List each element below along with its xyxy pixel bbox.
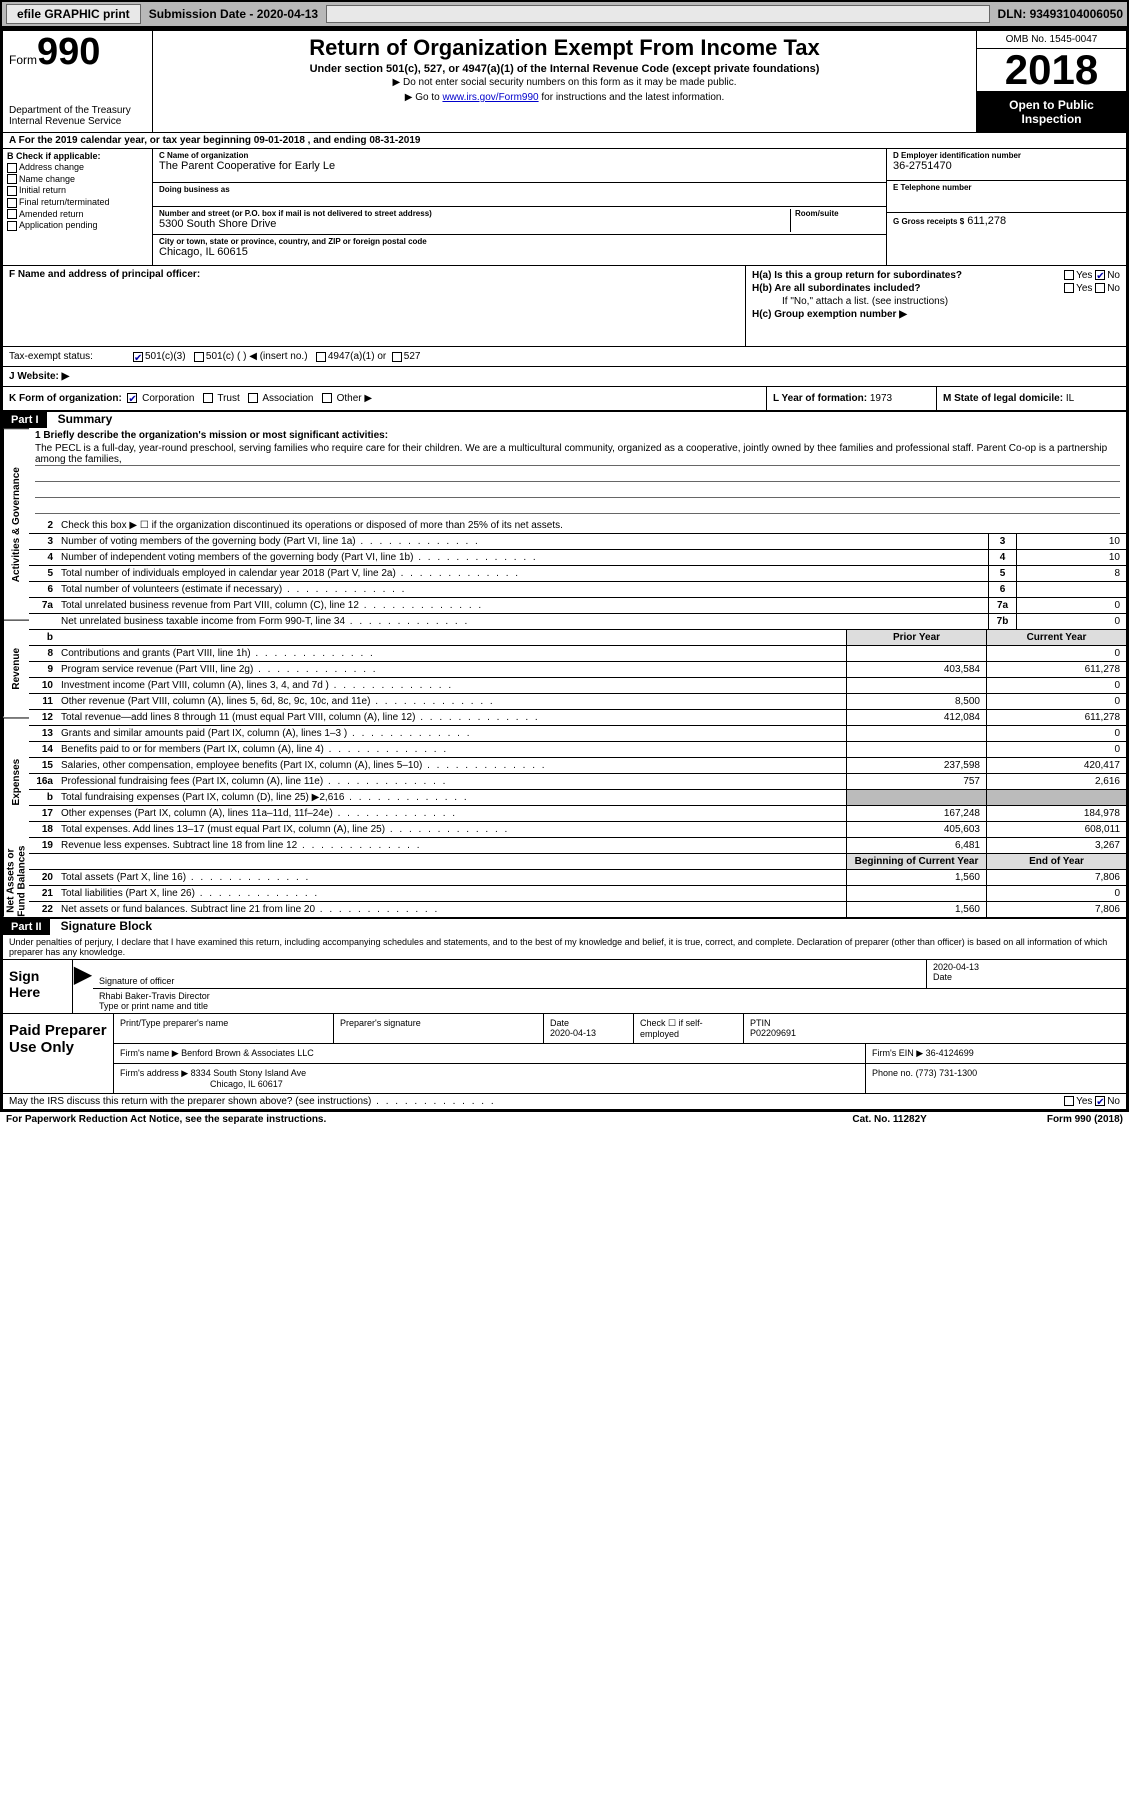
self-employed: Check ☐ if self-employed [634,1014,744,1043]
form-header: Form990 Department of the Treasury Inter… [3,31,1126,132]
chk-hb-yes[interactable] [1064,283,1074,293]
tab-revenue: Revenue [3,620,29,717]
chk-app-pending[interactable] [7,221,17,231]
chk-name-change[interactable] [7,174,17,184]
ein-block: D Employer identification number 36-2751… [887,149,1126,181]
chk-other[interactable] [322,393,332,403]
form-subtitle: Under section 501(c), 527, or 4947(a)(1)… [161,63,968,75]
dept-treasury: Department of the Treasury Internal Reve… [9,69,146,127]
section-bcde: B Check if applicable: Address change Na… [3,148,1126,265]
col-b-label: B Check if applicable: [7,151,148,161]
org-name-block: C Name of organization The Parent Cooper… [153,149,886,183]
city-state-zip: Chicago, IL 60615 [159,246,880,258]
irs-link[interactable]: www.irs.gov/Form990 [442,92,538,103]
fgh-row: F Name and address of principal officer:… [3,265,1126,346]
paid-preparer-label: Paid Preparer Use Only [3,1014,113,1093]
sig-date-value: 2020-04-13 [933,962,1120,972]
perjury-declaration: Under penalties of perjury, I declare th… [3,935,1126,959]
prep-name: Print/Type preparer's name [114,1014,334,1043]
chk-discuss-no[interactable] [1095,1096,1105,1106]
website-row: J Website: ▶ [3,366,1126,386]
firm-phone: Phone no. (773) 731-1300 [866,1064,1126,1093]
chk-assoc[interactable] [248,393,258,403]
form-number: 990 [37,31,100,73]
instructions-link: ▶ Go to www.irs.gov/Form990 for instruct… [161,92,968,103]
mission-block: 1 Briefly describe the organization's mi… [29,428,1126,518]
officer-signature: Signature of officer [93,960,926,988]
chk-ha-yes[interactable] [1064,270,1074,280]
firm-address: Firm's address ▶ 8334 South Stony Island… [114,1064,866,1093]
col-b-checkboxes: B Check if applicable: Address change Na… [3,149,153,265]
chk-ha-no[interactable] [1095,270,1105,280]
firm-ein: Firm's EIN ▶ 36-4124699 [866,1044,1126,1063]
chk-501c3[interactable] [133,352,143,362]
tax-exempt-status: Tax-exempt status: 501(c)(3) 501(c) ( ) … [3,346,1126,366]
prep-signature: Preparer's signature [334,1014,544,1043]
tab-expenses: Expenses [3,717,29,845]
ptin: PTINP02209691 [744,1014,1126,1043]
form-id-block: Form990 Department of the Treasury Inter… [3,31,153,132]
tab-governance: Activities & Governance [3,428,29,620]
principal-officer: F Name and address of principal officer: [3,266,746,346]
chk-527[interactable] [392,352,402,362]
summary-body: Activities & Governance Revenue Expenses… [3,428,1126,917]
form-title: Return of Organization Exempt From Incom… [161,35,968,61]
form-footer: Form 990 (2018) [1047,1114,1123,1125]
street-block: Number and street (or P.O. box if mail i… [153,207,886,235]
chk-address-change[interactable] [7,163,17,173]
org-name: The Parent Cooperative for Early Le [159,160,880,172]
chk-amended[interactable] [7,209,17,219]
sign-here-label: Sign Here [3,960,73,1013]
efile-print-button[interactable]: efile GRAPHIC print [6,4,141,24]
officer-name: Rhabi Baker-Travis Director [99,991,1120,1001]
chk-initial-return[interactable] [7,186,17,196]
mission-text: The PECL is a full-day, year-round presc… [35,443,1120,466]
page-footer: For Paperwork Reduction Act Notice, see … [0,1112,1129,1127]
gross-receipts-block: G Gross receipts $ 611,278 [887,213,1126,245]
chk-discuss-yes[interactable] [1064,1096,1074,1106]
topbar: efile GRAPHIC print Submission Date - 20… [0,0,1129,28]
col-cde: C Name of organization The Parent Cooper… [153,149,1126,265]
form-container: Form990 Department of the Treasury Inter… [0,28,1129,1112]
dba-block: Doing business as [153,183,886,207]
tab-net-assets: Net Assets or Fund Balances [3,845,29,917]
header-center: Return of Organization Exempt From Incom… [153,31,976,132]
prep-date: Date2020-04-13 [544,1014,634,1043]
state-domicile: IL [1066,393,1074,404]
cat-no: Cat. No. 11282Y [852,1114,926,1125]
chk-final-return[interactable] [7,198,17,208]
h-group-return: H(a) Is this a group return for subordin… [746,266,1126,346]
chk-trust[interactable] [203,393,213,403]
city-block: City or town, state or province, country… [153,235,886,265]
sign-here-row: Sign Here ▶ Signature of officer 2020-04… [3,959,1126,1013]
form-word: Form [9,53,37,67]
tax-year: 2018 [977,49,1126,92]
part2-header: Part II Signature Block [3,917,1126,935]
gross-receipts: 611,278 [967,215,1006,227]
k-row: K Form of organization: Corporation Trus… [3,386,1126,410]
year-formation: 1973 [870,393,892,404]
phone-block: E Telephone number [887,181,1126,213]
row-a-tax-year: A For the 2019 calendar year, or tax yea… [3,132,1126,148]
dln: DLN: 93493104006050 [998,7,1123,21]
chk-4947[interactable] [316,352,326,362]
ein-value: 36-2751470 [893,160,1120,172]
header-right: OMB No. 1545-0047 2018 Open to Public In… [976,31,1126,132]
sign-arrow-icon: ▶ [73,960,93,1013]
submission-label: Submission Date - 2020-04-13 [149,7,318,21]
chk-hb-no[interactable] [1095,283,1105,293]
ssn-note: ▶ Do not enter social security numbers o… [161,77,968,88]
street-address: 5300 South Shore Drive [159,218,790,230]
paid-preparer-row: Paid Preparer Use Only Print/Type prepar… [3,1013,1126,1093]
chk-corp[interactable] [127,393,137,403]
firm-name: Firm's name ▶ Benford Brown & Associates… [114,1044,866,1063]
chk-501c[interactable] [194,352,204,362]
public-inspection: Open to Public Inspection [977,92,1126,132]
discuss-row: May the IRS discuss this return with the… [3,1093,1126,1109]
topbar-spacer [326,5,989,23]
part1-header: Part I Summary [3,410,1126,428]
